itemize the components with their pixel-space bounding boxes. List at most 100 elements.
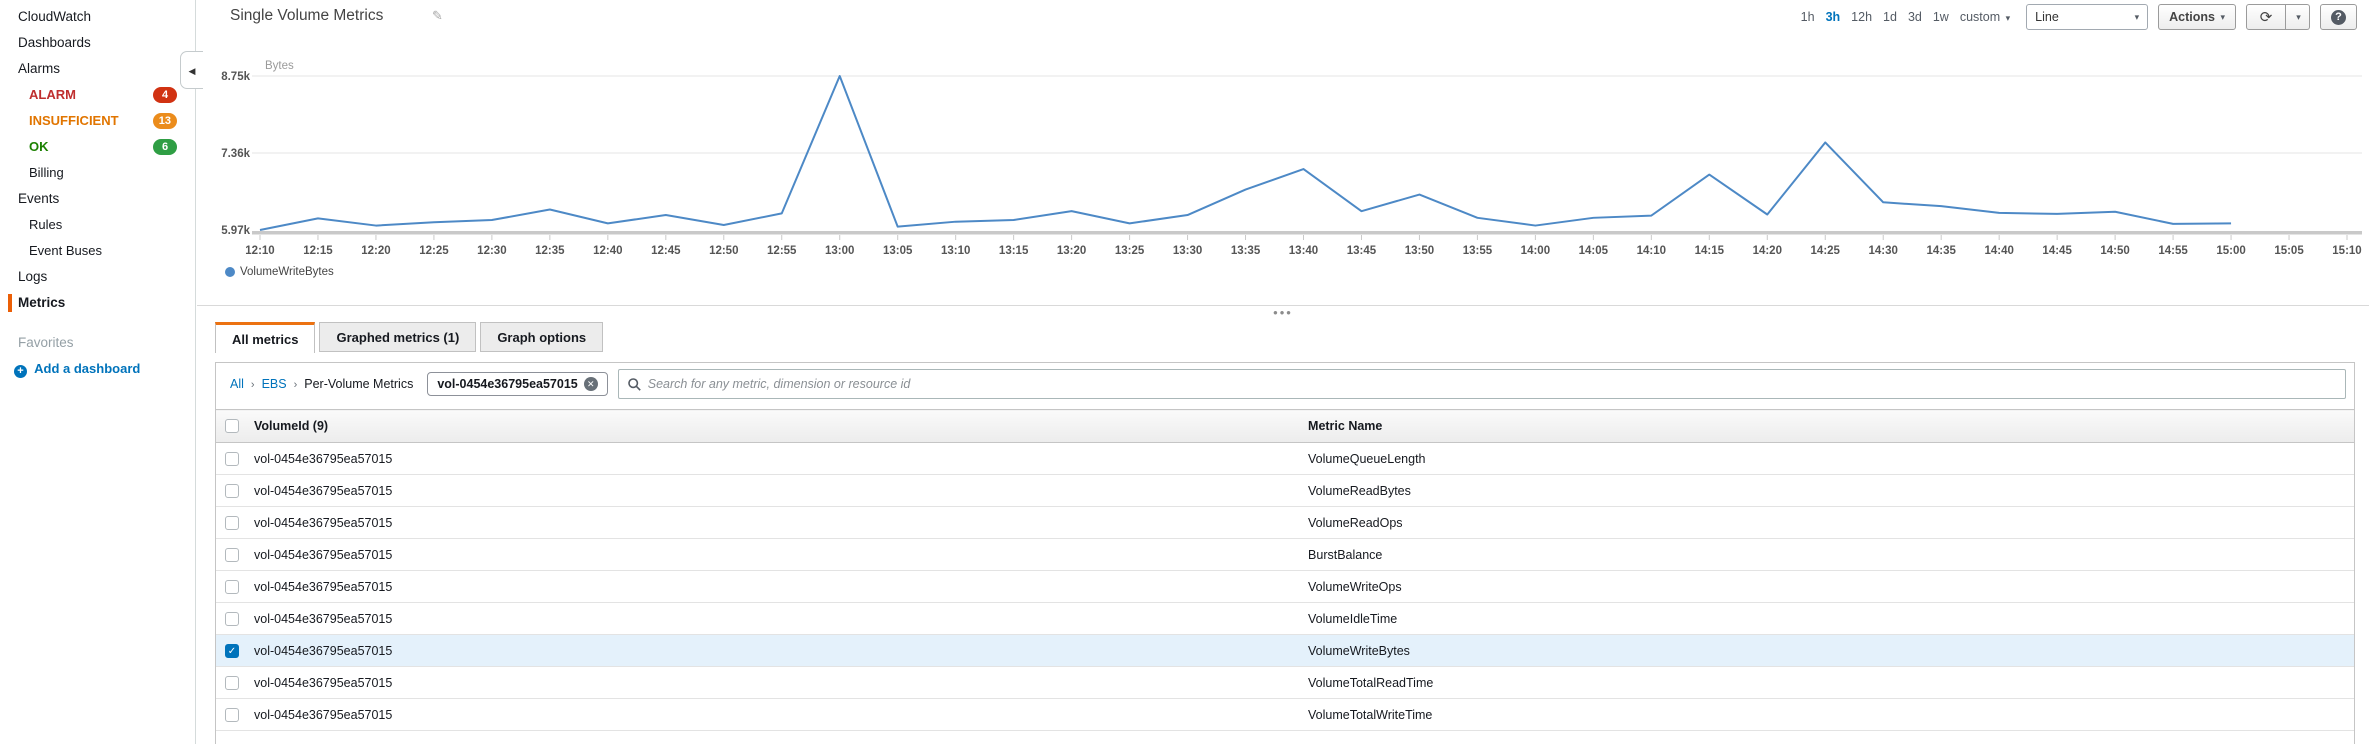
volume-filter-chip[interactable]: vol-0454e36795ea57015 ✕ [427,372,608,396]
svg-text:14:45: 14:45 [2042,245,2072,257]
table-row[interactable]: vol-0454e36795ea57015 VolumeReadOps [216,506,2354,539]
sidebar-item-label: Metrics [18,295,66,310]
legend-color-dot [225,267,235,277]
breadcrumb-separator-icon: › [250,379,255,391]
svg-text:12:25: 12:25 [419,245,449,257]
sidebar-item-label: Event Buses [29,243,102,258]
metric-name-cell: VolumeTotalWriteTime [1306,698,2354,731]
row-checkbox[interactable] [225,707,239,722]
time-range-custom[interactable]: custom ▾ [1959,10,2011,24]
row-checkbox[interactable] [225,579,239,594]
time-range-3d[interactable]: 3d [1907,10,1922,24]
svg-text:15:00: 15:00 [2216,245,2245,257]
row-checkbox[interactable] [225,611,239,626]
sidebar-item-label: OK [29,139,49,154]
row-checkbox[interactable] [225,483,239,498]
sidebar-item-event-buses[interactable]: Event Buses [0,238,195,264]
sidebar-item-rules[interactable]: Rules [0,212,195,238]
volume-id-cell: vol-0454e36795ea57015 [252,474,1307,507]
sidebar-item-ok-state[interactable]: OK 6 [0,134,195,160]
table-row[interactable]: vol-0454e36795ea57015 VolumeQueueLength [216,442,2354,475]
help-button[interactable]: ? [2320,4,2357,30]
svg-text:14:40: 14:40 [1984,245,2013,257]
metrics-tabs: All metrics Graphed metrics (1) Graph op… [215,322,604,353]
panel-splitter: ••• [197,305,2369,319]
volume-id-cell: vol-0454e36795ea57015 [252,698,1307,731]
row-checkbox[interactable] [225,675,239,690]
svg-text:13:25: 13:25 [1115,245,1145,257]
table-row[interactable]: vol-0454e36795ea57015 BurstBalance [216,538,2354,571]
row-checkbox[interactable] [225,515,239,530]
column-header-volume-id: VolumeId (9) [252,409,1307,443]
time-range-1d[interactable]: 1d [1883,10,1897,24]
add-dashboard-link[interactable]: + Add a dashboard [0,356,195,382]
sidebar-item-dashboards[interactable]: Dashboards [0,30,195,56]
volume-id-cell: vol-0454e36795ea57015 [252,506,1307,539]
table-row[interactable]: vol-0454e36795ea57015 VolumeIdleTime [216,602,2354,635]
metric-name-cell: VolumeTotalReadTime [1306,666,2354,699]
page-title: Single Volume Metrics [230,7,384,24]
svg-text:13:35: 13:35 [1231,245,1261,257]
tab-graph-options[interactable]: Graph options [480,322,604,352]
search-input[interactable] [647,377,2336,391]
sidebar-item-label: Events [18,191,60,206]
metrics-line-chart[interactable]: 5.97k 7.36k 8.75k Bytes 12:10 12:15 12:20 12:25… [197,34,2369,266]
svg-text:14:35: 14:35 [1926,245,1956,257]
table-row-selected[interactable]: ✓ vol-0454e36795ea57015 VolumeWriteBytes [216,634,2354,667]
time-range-3h-selected[interactable]: 3h [1825,10,1841,24]
splitter-drag-handle[interactable]: ••• [1273,305,1293,320]
filter-chip-label: vol-0454e36795ea57015 [437,377,578,391]
volume-id-cell: vol-0454e36795ea57015 [252,666,1307,699]
metric-search-field[interactable] [617,369,2346,399]
breadcrumb-all[interactable]: All [230,377,244,391]
select-all-checkbox[interactable] [225,419,239,434]
active-item-indicator [8,294,12,312]
chart-type-select[interactable]: Line ▾ [2026,4,2149,30]
breadcrumb-separator-icon: › [293,379,298,391]
sidebar-collapse-button[interactable]: ◀ [180,51,203,89]
refresh-button[interactable]: ⟳ [2246,4,2286,30]
metric-name-cell: VolumeWriteBytes [1306,634,2354,667]
row-checkbox[interactable] [225,451,239,466]
sidebar-item-metrics[interactable]: Metrics [0,290,195,316]
sidebar-item-alarms[interactable]: Alarms [0,56,195,82]
svg-text:14:50: 14:50 [2100,245,2129,257]
chart-canvas[interactable]: 5.97k 7.36k 8.75k Bytes 12:10 12:15 12:20 12:25… [197,34,2369,266]
sidebar-item-alarm-state[interactable]: ALARM 4 [0,82,195,108]
table-row[interactable]: vol-0454e36795ea57015 VolumeTotalWriteTi… [216,698,2354,731]
svg-text:14:30: 14:30 [1869,245,1898,257]
refresh-options-button[interactable]: ▾ [2286,4,2310,30]
tab-all-metrics[interactable]: All metrics [215,322,316,353]
table-header-row: VolumeId (9) Metric Name [216,409,2354,443]
volume-id-cell: vol-0454e36795ea57015 [252,442,1307,475]
svg-text:13:10: 13:10 [941,245,970,257]
actions-button[interactable]: Actions ▾ [2158,4,2236,30]
table-row[interactable]: vol-0454e36795ea57015 VolumeWriteOps [216,570,2354,603]
add-dashboard-label: Add a dashboard [34,361,141,376]
time-range-1h[interactable]: 1h [1800,10,1815,24]
graph-controls: 1h 3h 12h 1d 3d 1w custom ▾ Line ▾ Actio… [1801,4,2357,30]
insufficient-count-badge: 13 [152,113,177,129]
svg-text:13:50: 13:50 [1405,245,1434,257]
volume-id-cell: vol-0454e36795ea57015 [252,538,1307,571]
tab-graphed-metrics[interactable]: Graphed metrics (1) [319,322,477,352]
breadcrumb-ebs[interactable]: EBS [261,377,287,391]
chart-legend-item[interactable]: VolumeWriteBytes [225,266,334,278]
time-range-1w[interactable]: 1w [1932,10,1949,24]
svg-text:13:20: 13:20 [1057,245,1086,257]
edit-title-icon[interactable]: ✎ [432,8,443,23]
remove-filter-icon[interactable]: ✕ [583,377,598,391]
sidebar-item-logs[interactable]: Logs [0,264,195,290]
sidebar-item-insufficient-state[interactable]: INSUFFICIENT 13 [0,108,195,134]
sidebar-item-label: Alarms [18,61,61,76]
table-row[interactable]: vol-0454e36795ea57015 VolumeTotalReadTim… [216,666,2354,699]
column-header-metric-name: Metric Name [1306,409,2354,443]
svg-text:12:20: 12:20 [361,245,390,257]
sidebar-item-billing[interactable]: Billing [0,160,195,186]
row-checkbox[interactable] [225,547,239,562]
time-range-12h[interactable]: 12h [1851,10,1873,24]
sidebar-item-cloudwatch[interactable]: CloudWatch [0,4,195,30]
row-checkbox-checked[interactable]: ✓ [225,643,239,658]
sidebar-item-events[interactable]: Events [0,186,195,212]
table-row[interactable]: vol-0454e36795ea57015 VolumeReadBytes [216,474,2354,507]
